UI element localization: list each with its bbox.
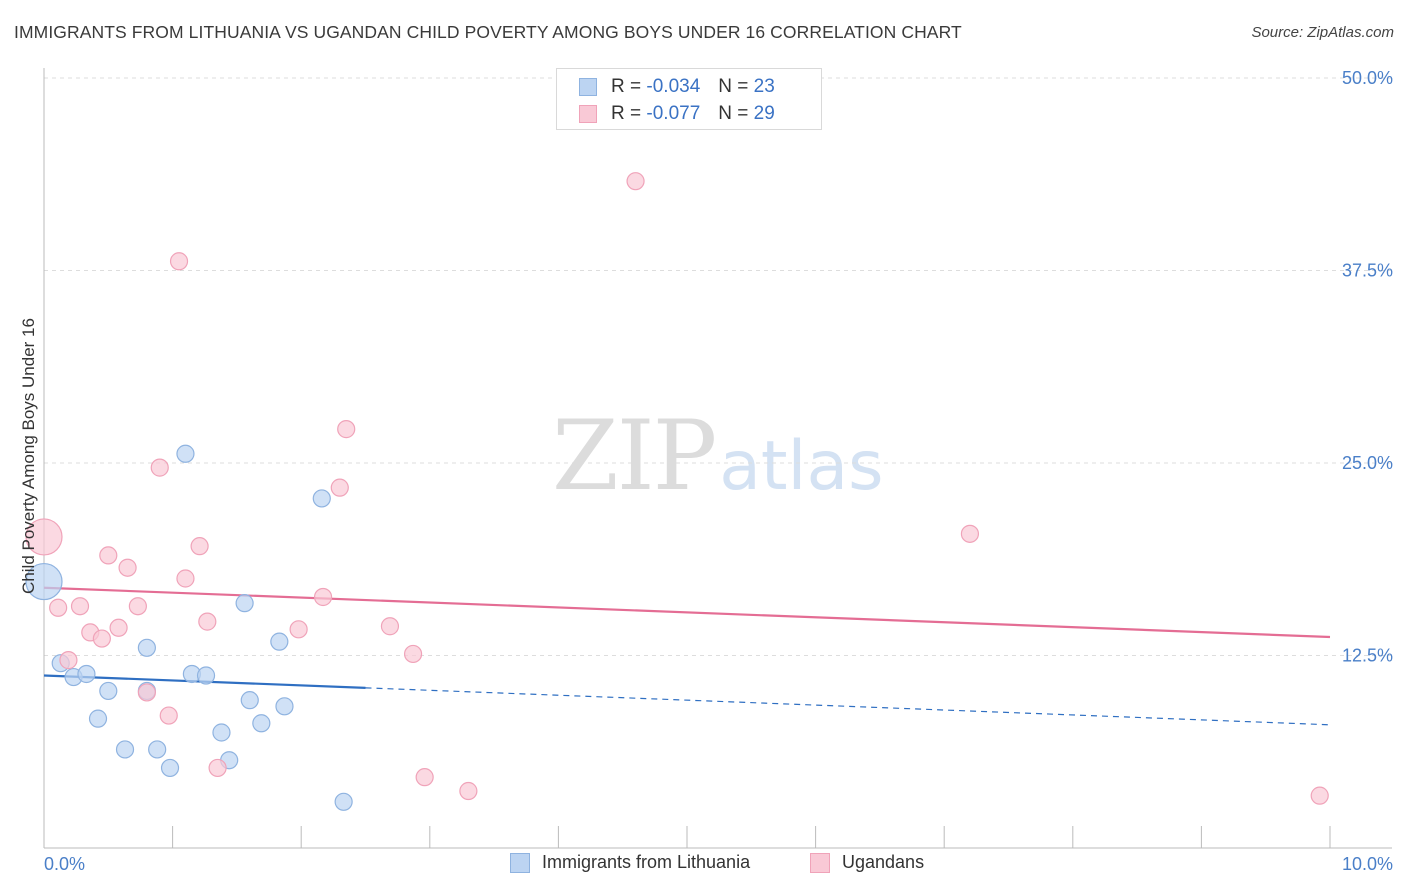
point-lithuania <box>176 444 195 463</box>
point-ugandans <box>459 781 478 801</box>
point-ugandans <box>70 597 90 616</box>
legend-n-label: N = <box>718 103 749 124</box>
point-ugandans <box>289 620 308 639</box>
y-tick-label: 25.0% <box>1342 453 1393 473</box>
point-ugandans <box>150 458 169 477</box>
grid-lines <box>44 77 1392 656</box>
y-tick-label: 50.0% <box>1342 68 1393 88</box>
legend-r-label: R = <box>611 76 642 97</box>
series-swatch-ugandans <box>810 852 830 873</box>
y-axis-title: Child Poverty Among Boys Under 16 <box>19 318 38 594</box>
legend-row-ugandans: R = -0.077 N = 29 <box>579 102 775 126</box>
point-ugandans <box>118 558 137 577</box>
point-ugandans <box>380 617 400 636</box>
chart-title: IMMIGRANTS FROM LITHUANIA VS UGANDAN CHI… <box>14 22 962 42</box>
point-lithuania <box>270 632 289 651</box>
point-ugandans <box>25 518 63 556</box>
trend-lines <box>43 586 1331 726</box>
series-legend-lithuania: Immigrants from Lithuania <box>510 852 750 873</box>
point-lithuania <box>88 709 108 728</box>
point-lithuania <box>115 740 135 759</box>
point-lithuania <box>77 664 96 684</box>
point-ugandans <box>208 758 227 778</box>
point-ugandans <box>337 420 356 439</box>
point-ugandans <box>198 612 217 631</box>
point-ugandans <box>49 598 68 617</box>
point-lithuania <box>235 594 254 613</box>
legend-n-value: 23 <box>753 76 775 97</box>
x-tick-label: 0.0% <box>44 854 85 874</box>
legend-r-label: R = <box>611 103 642 124</box>
series-swatch-lithuania <box>510 852 530 873</box>
point-ugandans <box>415 768 434 787</box>
legend-r-value: -0.077 <box>646 103 701 124</box>
correlation-legend: R = -0.034 N = 23 R = -0.077 N = 29 <box>556 68 822 130</box>
point-lithuania <box>212 723 231 742</box>
legend-swatch-ugandans <box>579 105 597 123</box>
data-points <box>25 172 1329 811</box>
y-tick-label: 12.5% <box>1342 646 1393 666</box>
source-label: Source: ZipAtlas.com <box>1251 24 1394 41</box>
point-ugandans <box>99 546 118 565</box>
point-lithuania <box>148 740 167 759</box>
point-lithuania <box>240 691 259 710</box>
watermark-zip: ZIP <box>552 400 717 512</box>
series-legend-label: Immigrants from Lithuania <box>542 852 751 872</box>
point-ugandans <box>159 706 178 725</box>
series-legend-ugandans: Ugandans <box>810 852 924 873</box>
point-ugandans <box>176 569 195 588</box>
point-ugandans <box>1310 786 1329 805</box>
trend-line-lithuania-extension <box>365 687 1331 726</box>
watermark-atlas: atlas <box>719 427 884 506</box>
point-ugandans <box>169 252 189 271</box>
point-lithuania <box>99 681 118 701</box>
watermark: ZIPatlas <box>552 400 884 512</box>
series-legend: Immigrants from Lithuania Ugandans <box>0 852 1406 878</box>
point-ugandans <box>109 618 128 637</box>
point-ugandans <box>137 683 156 702</box>
x-tick-label: 10.0% <box>1342 854 1393 874</box>
point-lithuania <box>196 666 216 685</box>
y-tick-label: 37.5% <box>1342 261 1393 281</box>
point-lithuania <box>312 489 331 508</box>
point-lithuania <box>25 562 63 601</box>
series-legend-label: Ugandans <box>842 852 925 872</box>
point-ugandans <box>59 651 78 670</box>
point-ugandans <box>313 587 333 607</box>
point-ugandans <box>330 478 349 497</box>
point-lithuania <box>275 697 294 716</box>
legend-swatch-lithuania <box>579 78 597 96</box>
point-lithuania <box>160 758 180 778</box>
axes <box>43 68 1392 849</box>
point-lithuania <box>137 638 156 657</box>
axis-labels: 12.5% 25.0% 37.5% 50.0% 0.0% 10.0% Child Pover… <box>19 68 1393 874</box>
point-ugandans <box>626 172 645 191</box>
point-ugandans <box>128 597 147 616</box>
trend-line-ugandans <box>43 586 1331 639</box>
legend-row-lithuania: R = -0.034 N = 23 <box>579 75 775 99</box>
point-ugandans <box>190 537 209 556</box>
point-lithuania <box>252 714 271 733</box>
legend-n-label: N = <box>718 76 749 97</box>
point-ugandans <box>960 524 980 543</box>
legend-n-value: 29 <box>753 103 775 124</box>
legend-r-value: -0.034 <box>646 76 701 97</box>
point-lithuania <box>334 792 353 811</box>
point-ugandans <box>403 644 423 664</box>
point-ugandans <box>92 629 111 648</box>
